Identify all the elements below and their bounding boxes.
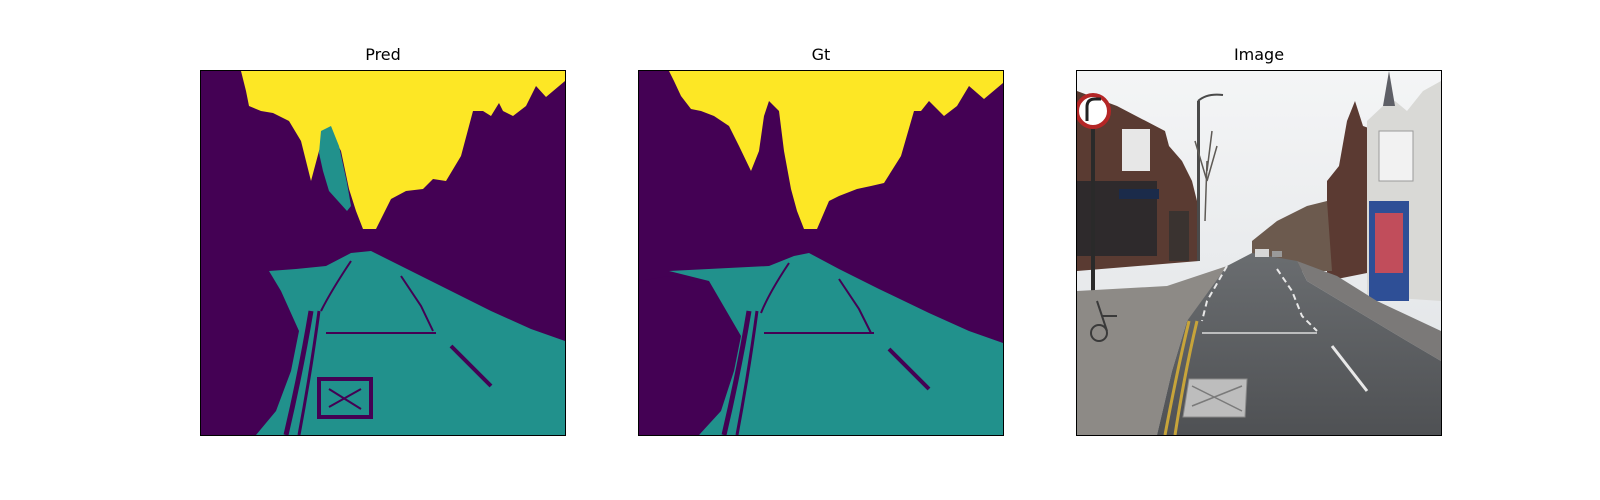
manhole-grate-pattern xyxy=(1191,385,1243,412)
gt-panel: Gt xyxy=(638,45,1004,436)
street-photo-svg xyxy=(1077,71,1441,435)
street-photo xyxy=(1076,70,1442,436)
pred-curb-line-inner xyxy=(297,310,321,435)
gt-title: Gt xyxy=(811,45,831,64)
gt-lane-dash xyxy=(887,347,931,391)
bicycle-wheel xyxy=(1090,324,1108,342)
pred-road-region xyxy=(256,251,565,435)
right-sidewalk xyxy=(1297,261,1441,361)
church-spire xyxy=(1383,71,1395,106)
lamp-post xyxy=(1197,101,1200,261)
bicycle xyxy=(1096,300,1117,332)
left-lane-marking xyxy=(1201,265,1228,322)
pred-treeline-region xyxy=(319,126,351,211)
gt-segmentation-map xyxy=(638,70,1004,436)
gt-curb-line-inner xyxy=(735,310,759,435)
gt-sidewalk-region xyxy=(639,276,739,435)
sign-pole xyxy=(1091,129,1095,349)
pred-sky-region xyxy=(241,71,565,229)
right-shop-display xyxy=(1375,213,1403,273)
image-panel: Image xyxy=(1076,45,1442,436)
gt-road-region xyxy=(669,253,1003,435)
pred-segmentation-svg xyxy=(201,71,565,435)
right-building-brick xyxy=(1327,101,1377,281)
right-bay-window xyxy=(1378,130,1414,182)
double-yellow-line-outer xyxy=(1163,320,1191,435)
distant-car xyxy=(1255,249,1269,257)
gt-lane-mark-center xyxy=(838,278,872,334)
distant-car-2 xyxy=(1272,251,1282,257)
no-right-turn-sign xyxy=(1077,93,1111,129)
gt-sky-region xyxy=(669,71,1003,229)
sign-arrow xyxy=(1085,97,1101,121)
gt-curb-line xyxy=(721,310,752,435)
gt-lane-mark-left xyxy=(760,262,790,314)
gt-segmentation-svg xyxy=(639,71,1003,435)
double-yellow-line-inner xyxy=(1173,320,1199,435)
pred-lane-mark-center xyxy=(400,275,434,332)
pred-lane-dash xyxy=(449,344,493,388)
pred-segmentation-map xyxy=(200,70,566,436)
left-shop-door xyxy=(1169,211,1189,261)
pred-curb-line xyxy=(283,310,314,435)
left-shop-sign xyxy=(1119,189,1159,199)
pred-manhole-pattern xyxy=(328,388,362,410)
pred-lane-mark-left xyxy=(320,260,352,312)
lamp-arm xyxy=(1197,93,1224,102)
image-title: Image xyxy=(1233,45,1285,64)
pred-manhole-outline xyxy=(317,377,373,419)
bare-tree xyxy=(1194,130,1218,222)
lane-dash xyxy=(1330,345,1369,392)
pred-title: Pred xyxy=(365,45,401,64)
left-building-window xyxy=(1122,129,1150,171)
pred-panel: Pred xyxy=(200,45,566,436)
center-lane-marking xyxy=(1276,268,1318,332)
